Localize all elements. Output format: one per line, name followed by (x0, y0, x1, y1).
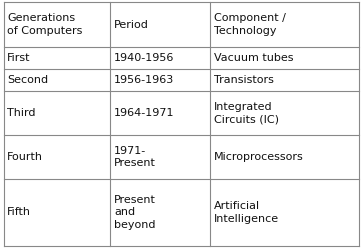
Text: Third: Third (7, 108, 36, 118)
Text: Fourth: Fourth (7, 152, 43, 162)
Text: 1971-
Present: 1971- Present (114, 146, 156, 168)
Text: Microprocessors: Microprocessors (213, 152, 303, 162)
Text: Fifth: Fifth (7, 207, 31, 217)
Text: Integrated
Circuits (IC): Integrated Circuits (IC) (213, 102, 278, 124)
Text: Vacuum tubes: Vacuum tubes (213, 53, 293, 63)
Text: Generations
of Computers: Generations of Computers (7, 13, 83, 36)
Text: Period: Period (114, 20, 149, 30)
Text: Artificial
Intelligence: Artificial Intelligence (213, 201, 279, 224)
Text: Present
and
beyond: Present and beyond (114, 195, 156, 230)
Text: Second: Second (7, 75, 48, 85)
Text: 1964-1971: 1964-1971 (114, 108, 175, 118)
Text: First: First (7, 53, 31, 63)
Text: Component /
Technology: Component / Technology (213, 13, 285, 36)
Text: 1956-1963: 1956-1963 (114, 75, 174, 85)
Text: Transistors: Transistors (213, 75, 273, 85)
Text: 1940-1956: 1940-1956 (114, 53, 174, 63)
